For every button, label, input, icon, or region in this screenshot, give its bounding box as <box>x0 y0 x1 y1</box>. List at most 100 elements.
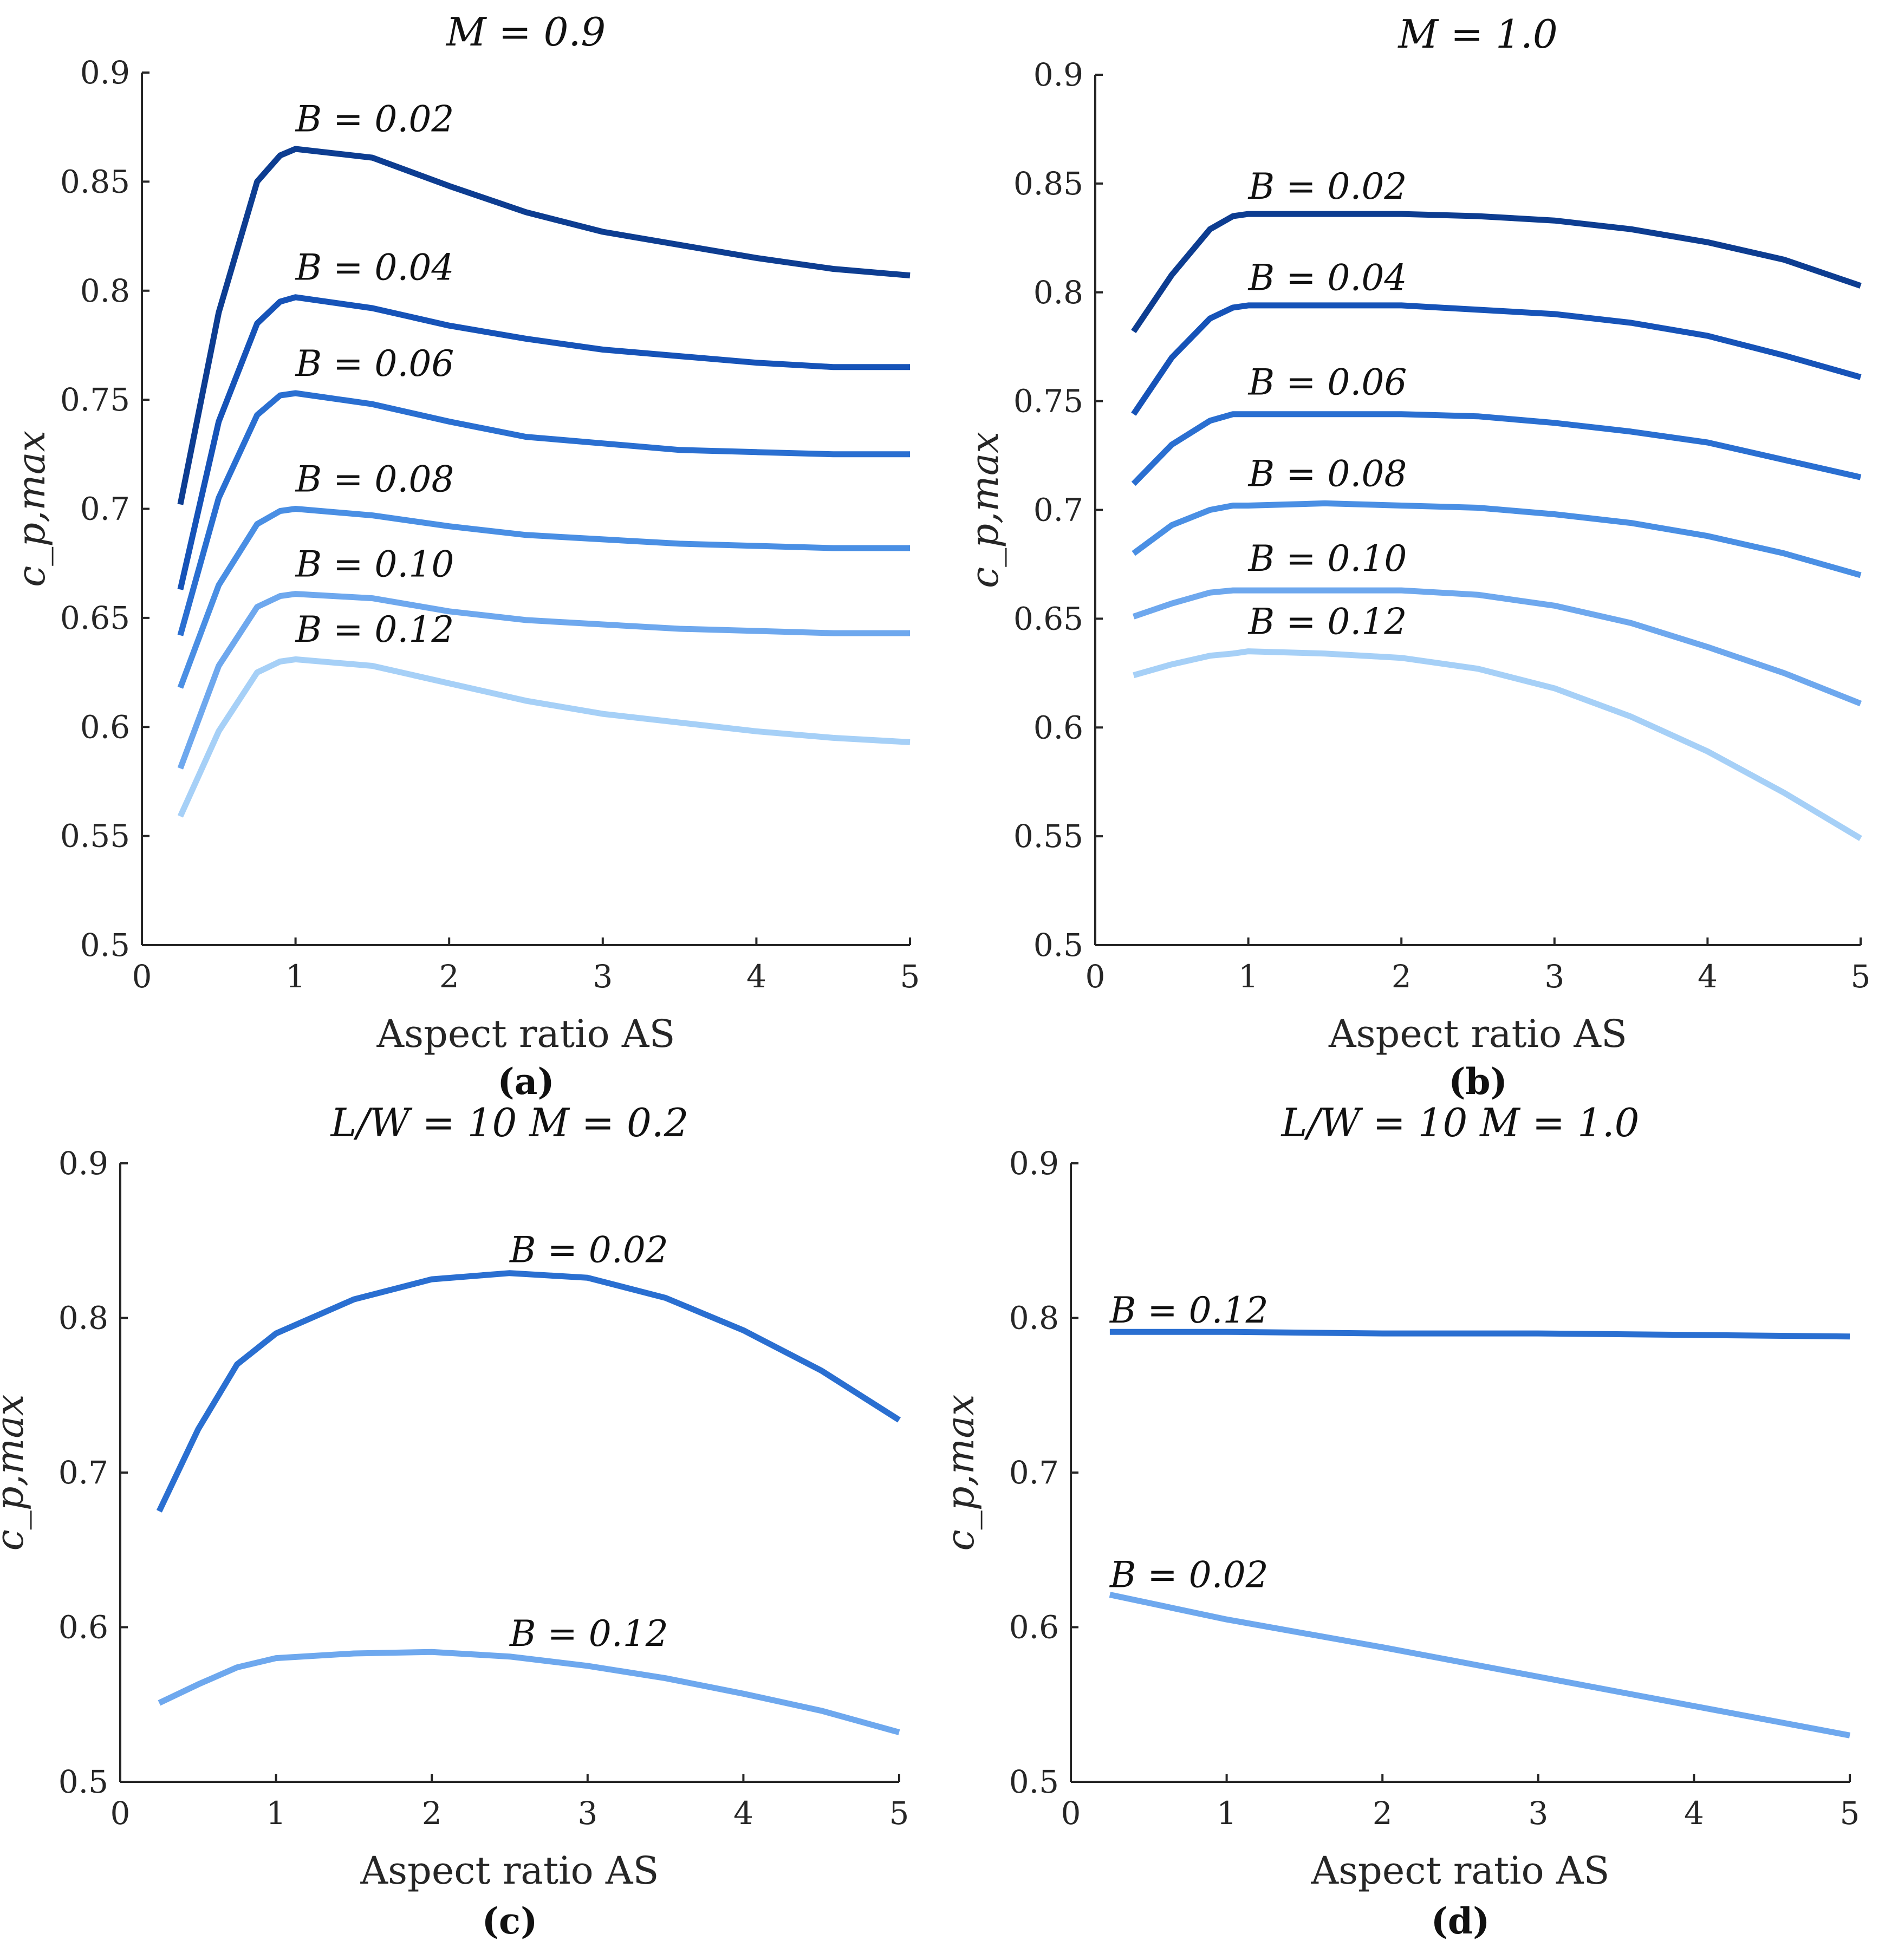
x-tick-label: 3 <box>593 958 613 995</box>
series-annotation: B = 0.04 <box>295 247 454 289</box>
series-annotation: B = 0.12 <box>1109 1290 1269 1331</box>
series-line-008 <box>1132 500 1862 578</box>
y-tick-label: 0.9 <box>1034 56 1083 93</box>
y-tick-label: 0.55 <box>60 818 130 855</box>
y-tick-label: 0.85 <box>1013 165 1083 202</box>
y-tick-label: 0.5 <box>80 927 130 963</box>
series-line-012 <box>1133 648 1862 841</box>
series-line-012 <box>177 656 911 818</box>
series-annotation: B = 0.10 <box>1248 538 1407 579</box>
y-tick-label: 0.6 <box>1034 709 1083 746</box>
x-tick-label: 1 <box>285 958 306 995</box>
series-annotation: B = 0.06 <box>295 343 454 385</box>
y-axis-label: c_p,max <box>9 431 54 587</box>
y-axis-label: c_p,max <box>0 1395 32 1551</box>
y-tick-label: 0.9 <box>58 1145 108 1182</box>
y-tick-label: 0.5 <box>1034 927 1083 963</box>
chart-title: L/W = 10 M = 0.2 <box>329 1100 688 1145</box>
series-annotation: B = 0.12 <box>1248 601 1407 642</box>
series-annotation: B = 0.02 <box>295 99 454 140</box>
chart-title: L/W = 10 M = 1.0 <box>1280 1100 1639 1145</box>
y-tick-label: 0.9 <box>1009 1145 1059 1182</box>
x-tick-label: 4 <box>733 1795 753 1832</box>
x-tick-label: 0 <box>1086 958 1106 995</box>
series-annotation: B = 0.06 <box>1248 362 1407 403</box>
panel-label: (d) <box>1431 1900 1490 1942</box>
series-line-006 <box>177 390 910 636</box>
x-axis-label: Aspect ratio AS <box>360 1848 659 1893</box>
y-axis-label: c_p,max <box>938 1395 983 1551</box>
x-tick-label: 4 <box>1684 1795 1704 1832</box>
x-tick-label: 3 <box>577 1795 597 1832</box>
y-tick-label: 0.8 <box>80 272 130 309</box>
series-line-002 <box>177 146 911 505</box>
x-axis-label: Aspect ratio AS <box>376 1012 675 1056</box>
series-annotation: B = 0.12 <box>295 609 454 650</box>
series-line-004 <box>177 294 910 590</box>
x-tick-label: 1 <box>266 1795 286 1832</box>
x-tick-label: 0 <box>1061 1795 1081 1832</box>
x-tick-label: 1 <box>1238 958 1258 995</box>
x-tick-label: 1 <box>1217 1795 1237 1832</box>
x-axis-label: Aspect ratio AS <box>1311 1848 1610 1893</box>
chart-panel-b: 0.5 0.55 0.6 0.65 0.7 0.75 0.8 0.85 0.9 0 1 2 3 4 5 M =… <box>963 11 1870 1103</box>
series-annotation: B = 0.04 <box>1248 257 1407 299</box>
y-tick-label: 0.9 <box>80 54 130 91</box>
series-line-008 <box>177 506 910 689</box>
x-tick-label: 3 <box>1544 958 1564 995</box>
x-tick-label: 5 <box>1840 1795 1860 1832</box>
x-tick-label: 0 <box>132 958 152 995</box>
series-line-004 <box>1131 302 1862 416</box>
series-annotation: B = 0.10 <box>295 543 454 585</box>
x-tick-label: 2 <box>1373 1795 1393 1832</box>
y-tick-label: 0.5 <box>58 1763 108 1800</box>
series-line-002 <box>156 1270 901 1513</box>
y-tick-label: 0.55 <box>1013 818 1083 855</box>
x-tick-label: 5 <box>889 1795 909 1832</box>
chart-title: M = 0.9 <box>445 9 606 55</box>
series-line-006 <box>1131 411 1862 486</box>
series-line-012 <box>158 1649 900 1735</box>
series-line-002 <box>1131 211 1862 334</box>
y-tick-label: 0.65 <box>1013 600 1083 637</box>
y-tick-label: 0.7 <box>1034 492 1083 529</box>
y-tick-label: 0.6 <box>58 1609 108 1646</box>
chart-title: M = 1.0 <box>1397 11 1557 57</box>
x-tick-label: 5 <box>1851 958 1871 995</box>
x-axis-label: Aspect ratio AS <box>1328 1012 1627 1056</box>
y-tick-label: 0.8 <box>1034 274 1083 311</box>
panel-label: (c) <box>482 1900 538 1942</box>
y-tick-label: 0.85 <box>60 163 130 200</box>
y-tick-label: 0.65 <box>60 600 130 636</box>
x-tick-label: 4 <box>746 958 766 995</box>
y-tick-label: 0.75 <box>1013 383 1083 420</box>
y-tick-label: 0.75 <box>60 381 130 418</box>
panel-label: (b) <box>1448 1060 1507 1103</box>
y-tick-label: 0.6 <box>1009 1609 1059 1646</box>
series-annotation: B = 0.08 <box>1248 453 1407 494</box>
x-tick-label: 2 <box>439 958 459 995</box>
series-annotation: B = 0.08 <box>295 458 454 500</box>
series-line-002 <box>1109 1592 1851 1738</box>
series-line-010 <box>1132 587 1862 707</box>
x-tick-label: 4 <box>1698 958 1718 995</box>
y-tick-label: 0.5 <box>1009 1763 1059 1800</box>
y-tick-label: 0.8 <box>1009 1300 1059 1337</box>
series-line-012 <box>1109 1329 1850 1340</box>
x-tick-label: 5 <box>900 958 920 995</box>
y-tick-label: 0.8 <box>58 1300 108 1337</box>
panel-label: (a) <box>497 1060 554 1103</box>
x-tick-label: 3 <box>1528 1795 1548 1832</box>
y-tick-label: 0.7 <box>1009 1454 1059 1491</box>
x-tick-label: 0 <box>110 1795 131 1832</box>
y-tick-label: 0.7 <box>58 1454 108 1491</box>
y-tick-label: 0.7 <box>80 491 130 528</box>
series-annotation: B = 0.02 <box>509 1229 668 1271</box>
series-line-010 <box>177 591 910 770</box>
y-tick-label: 0.6 <box>80 708 130 745</box>
chart-panel-d: 0.5 0.6 0.7 0.8 0.9 0 1 2 3 4 5 L/W = 10 M = 1.0 Asp… <box>938 1100 1860 1942</box>
y-axis-label: c_p,max <box>963 432 1007 588</box>
series-annotation: B = 0.12 <box>509 1613 668 1655</box>
series-annotation: B = 0.02 <box>1109 1554 1269 1596</box>
